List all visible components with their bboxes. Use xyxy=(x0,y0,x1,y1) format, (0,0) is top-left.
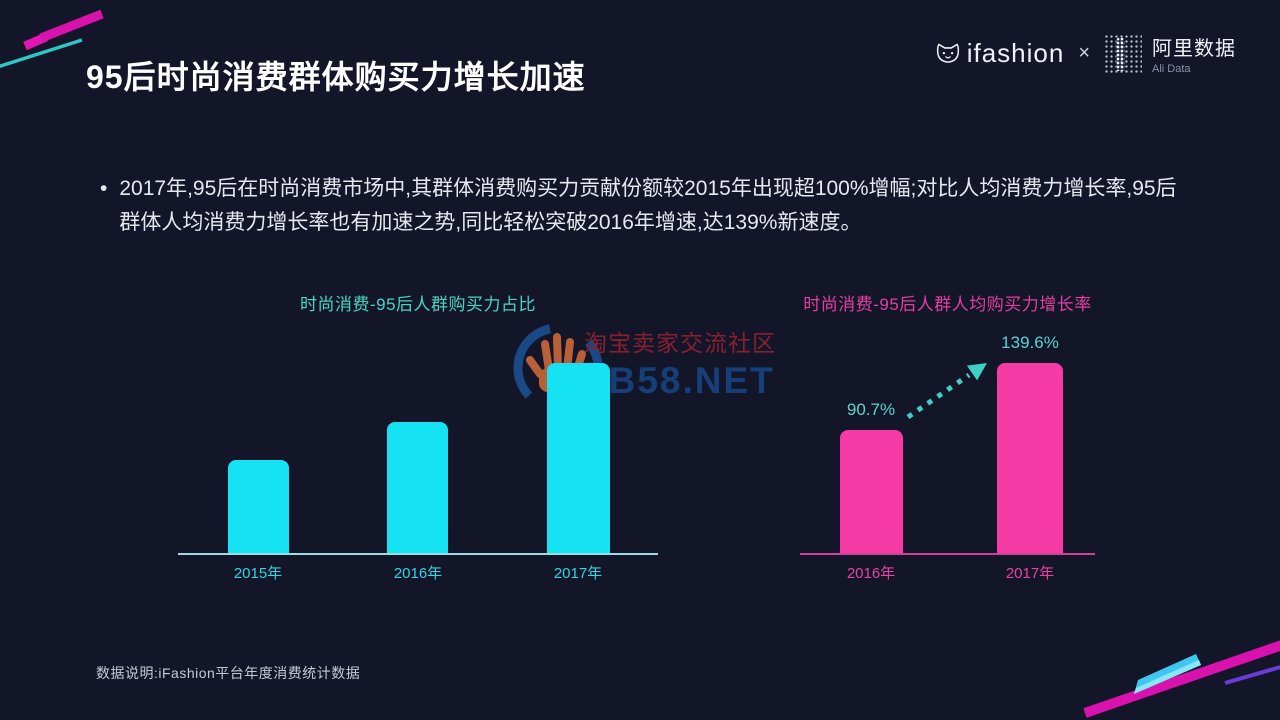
chart-right-title: 时尚消费-95后人群人均购买力增长率 xyxy=(803,295,1092,314)
chart-left-plot xyxy=(178,288,658,555)
cat-icon xyxy=(936,43,959,63)
growth-arrow-icon xyxy=(906,363,987,420)
x-axis xyxy=(178,553,658,555)
x-tick-2017: 2017年 xyxy=(1005,565,1055,582)
bullet-text: 2017年,95后在时尚消费市场中,其群体消费购买力贡献份额较2015年出现超1… xyxy=(119,177,1177,234)
watermark-text-site: TB58.NET xyxy=(584,360,775,401)
ifashion-wordmark: ifashion xyxy=(966,38,1065,68)
data-source-note: 数据说明:iFashion平台年度消费统计数据 xyxy=(96,665,361,681)
x-tick-2015: 2015年 xyxy=(233,565,283,582)
value-label-2017: 139.6% xyxy=(1001,333,1059,352)
ifashion-logo: ifashion xyxy=(935,38,1065,69)
chart-right-plot: 90.7% 139.6% xyxy=(800,288,1095,555)
bullet-block: • 2017年,95后在时尚消费市场中,其群体消费购买力贡献份额较2015年出现… xyxy=(100,172,1192,240)
ali-data-dot-mark-icon xyxy=(1104,33,1142,74)
x-axis xyxy=(800,553,1095,555)
cross-separator: × xyxy=(1078,42,1090,64)
chart-growth-rate: 时尚消费-95后人群人均购买力增长率 90.7% 139.6% 2016年 20… xyxy=(800,288,1095,588)
bar-2017 xyxy=(997,363,1063,553)
x-tick-2016: 2016年 xyxy=(393,565,443,582)
bar-2016 xyxy=(387,422,448,553)
bar-2015 xyxy=(228,460,289,553)
chart-left-title: 时尚消费-95后人群购买力占比 xyxy=(299,295,537,314)
ali-data-name-cn: 阿里数据 xyxy=(1152,38,1236,60)
page-title: 95后时尚消费群体购买力增长加速 xyxy=(86,59,586,95)
bullet-marker: • xyxy=(100,177,108,200)
value-label-2016: 90.7% xyxy=(846,400,896,419)
x-tick-2017: 2017年 xyxy=(553,565,603,582)
ali-data-logo: 阿里数据 Ali Data xyxy=(1104,32,1236,75)
ali-data-name-en: Ali Data xyxy=(1152,63,1191,75)
x-tick-2016: 2016年 xyxy=(846,565,896,582)
watermark-text-cn: 淘宝卖家交流社区 xyxy=(584,330,776,356)
bar-2017 xyxy=(547,363,610,553)
bar-2016 xyxy=(840,430,903,553)
chart-purchasing-power-share: 时尚消费-95后人群购买力占比 2015年 2016年 2017年 xyxy=(178,288,658,588)
brand-bar: ifashion × 阿里数据 Ali Data xyxy=(935,32,1236,75)
